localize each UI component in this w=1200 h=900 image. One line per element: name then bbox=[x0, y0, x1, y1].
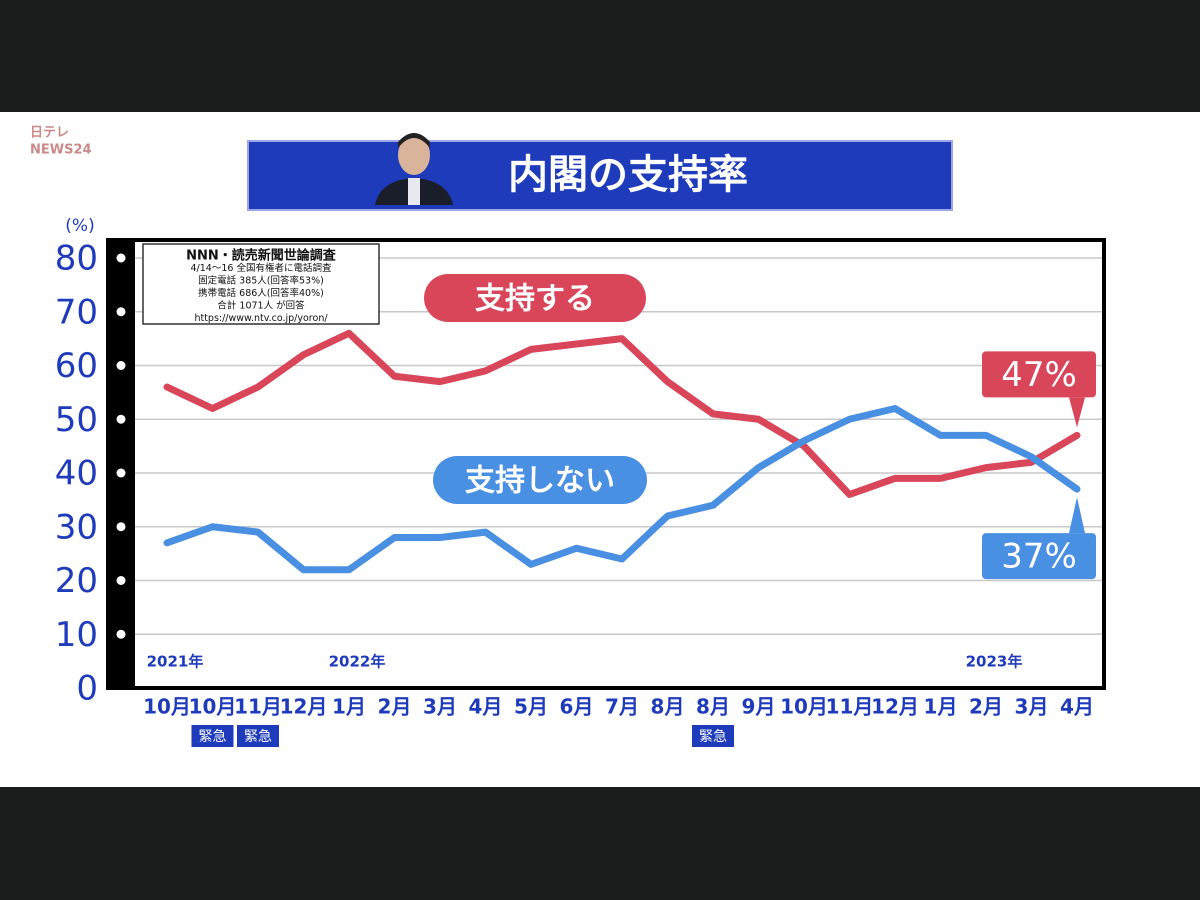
year-label: 2022年 bbox=[329, 653, 386, 671]
category-note: 緊急 bbox=[699, 729, 727, 745]
x-tick-label: 8月 bbox=[651, 695, 685, 719]
tick-dot bbox=[116, 522, 126, 532]
callout-box bbox=[982, 533, 1096, 580]
year-label: 2023年 bbox=[966, 653, 1023, 671]
legend-pill bbox=[424, 274, 646, 322]
x-tick-label: 10月 bbox=[189, 695, 237, 719]
x-tick-label: 10月 bbox=[143, 695, 191, 719]
x-tick-label: 12月 bbox=[280, 695, 328, 719]
y-tick-label: 20 bbox=[55, 561, 98, 601]
source-line: NNN・読売新聞世論調査 bbox=[186, 248, 337, 264]
y-tick-label: 0 bbox=[76, 669, 98, 709]
tick-dot bbox=[116, 414, 126, 424]
x-tick-label: 7月 bbox=[605, 695, 639, 719]
tick-dot bbox=[116, 307, 126, 317]
y-tick-label: 70 bbox=[55, 292, 98, 332]
category-note: 緊急 bbox=[244, 729, 272, 745]
source-box bbox=[142, 243, 380, 325]
legend-label: 支持する bbox=[475, 282, 595, 317]
y-tick-label: 10 bbox=[55, 615, 98, 655]
tick-dot bbox=[116, 629, 126, 639]
series-line bbox=[163, 329, 1081, 498]
x-tick-label: 3月 bbox=[423, 695, 457, 719]
title-banner bbox=[247, 140, 953, 211]
x-tick-label: 1月 bbox=[924, 695, 958, 719]
y-tick-label: 60 bbox=[55, 346, 98, 386]
category-note: 緊急 bbox=[199, 729, 227, 745]
y-tick-label: 40 bbox=[55, 454, 98, 494]
x-tick-label: 12月 bbox=[871, 695, 919, 719]
x-tick-label: 10月 bbox=[780, 695, 828, 719]
x-tick-label: 11月 bbox=[234, 695, 282, 719]
logo-top: 日テレ bbox=[30, 126, 69, 141]
value-label: 37% bbox=[1001, 537, 1077, 577]
note-badge bbox=[692, 725, 734, 747]
x-tick-label: 11月 bbox=[826, 695, 874, 719]
chart-title: 内閣の支持率 bbox=[508, 152, 748, 198]
x-tick-label: 2月 bbox=[969, 695, 1003, 719]
source-line: 携帯電話 686人(回答率40%) bbox=[198, 287, 324, 299]
x-tick-label: 3月 bbox=[1015, 695, 1049, 719]
callout-pointer bbox=[1069, 397, 1085, 428]
source-line: 4/14〜16 全国有権者に電話調査 bbox=[191, 262, 332, 274]
legend-pill bbox=[433, 456, 647, 504]
source-line: 固定電話 385人(回答率53%) bbox=[198, 275, 324, 287]
value-label: 47% bbox=[1001, 355, 1077, 395]
y-tick-label: 30 bbox=[55, 507, 98, 547]
legend-label: 支持しない bbox=[465, 464, 615, 499]
x-tick-label: 1月 bbox=[332, 695, 366, 719]
tick-dot bbox=[116, 361, 126, 370]
series-line bbox=[163, 405, 1081, 574]
x-tick-label: 9月 bbox=[742, 695, 776, 719]
x-tick-label: 4月 bbox=[1060, 695, 1094, 719]
source-line: 合計 1071人 が回答 bbox=[217, 300, 305, 312]
source-line: https://www.ntv.co.jp/yoron/ bbox=[194, 313, 328, 324]
note-badge bbox=[237, 725, 279, 747]
note-badge bbox=[191, 725, 234, 747]
portrait bbox=[375, 133, 453, 205]
x-tick-label: 5月 bbox=[514, 695, 548, 719]
tick-dot bbox=[116, 253, 126, 263]
callout-box bbox=[982, 351, 1096, 398]
year-label: 2021年 bbox=[147, 653, 204, 671]
axis-band bbox=[108, 240, 135, 688]
y-unit: (%) bbox=[65, 216, 94, 236]
logo-bottom: NEWS24 bbox=[30, 143, 92, 158]
x-tick-label: 2月 bbox=[378, 695, 412, 719]
callout-pointer bbox=[1069, 497, 1085, 534]
y-tick-label: 50 bbox=[55, 400, 98, 440]
tick-dot bbox=[116, 468, 126, 478]
y-tick-label: 80 bbox=[55, 239, 98, 279]
x-tick-label: 4月 bbox=[469, 695, 503, 719]
x-tick-label: 8月 bbox=[696, 695, 730, 719]
tick-dot bbox=[116, 576, 126, 585]
x-tick-label: 6月 bbox=[560, 695, 594, 719]
